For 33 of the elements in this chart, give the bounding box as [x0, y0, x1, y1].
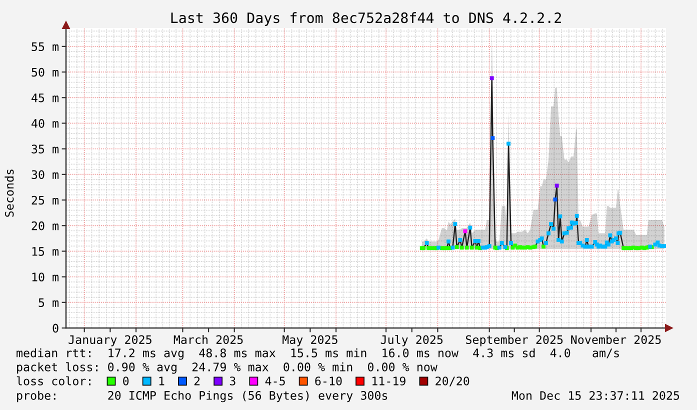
legend-label: 0: [123, 376, 129, 386]
x-tick-label: September 2025: [466, 335, 563, 346]
y-tick-label: 50 m: [32, 68, 58, 77]
legend-label: 20/20: [436, 376, 470, 386]
legend-label: 4-5: [265, 376, 285, 386]
y-axis-title: Seconds: [4, 170, 14, 217]
y-tick-label: 15 m: [32, 247, 58, 256]
text: Mon Dec 15 23:37:11 2025: [512, 391, 680, 400]
legend-label: 11-19: [372, 376, 406, 386]
y-tick-label: 10 m: [32, 272, 58, 282]
x-tick-label: November 2025: [571, 335, 661, 344]
y-tick-label: 5 m: [38, 298, 58, 308]
x-tick-label: July 2025: [380, 334, 443, 346]
x-tick-label: January 2025: [68, 335, 152, 346]
text: packet loss: 0.90 % avg 24.79 % max 0.00 % min 0.00 % now: [17, 362, 438, 374]
chart-title: Last 360 Days from 8ec752a28f44 to DNS 4.2.2.2: [171, 12, 561, 26]
y-tick-label: 45 m: [32, 94, 58, 102]
legend-label: 2: [194, 376, 200, 386]
x-tick-label: March 2025: [174, 335, 243, 344]
y-tick-label: 55 m: [32, 42, 58, 52]
legend-label: 3: [230, 376, 236, 386]
text: probe: 20 ICMP Echo Pings (56 Bytes) every 300s: [17, 390, 388, 402]
legend-label: 6-10: [315, 376, 342, 386]
text: median rtt: 17.2 ms avg 48.8 ms max 15.5 ms min 16.0 ms now 4.3 ms sd 4.0 am/s: [16, 348, 619, 360]
y-tick-label: 25 m: [32, 196, 58, 205]
x-tick-label: May 2025: [282, 335, 338, 346]
legend-title: loss color:: [16, 376, 90, 386]
legend-label: 1: [159, 376, 164, 386]
y-tick-label: 30 m: [32, 170, 58, 180]
y-tick-label: 35 m: [32, 144, 58, 154]
y-tick-label: 40 m: [32, 119, 58, 128]
y-tick-label: 20 m: [32, 221, 58, 230]
y-tick-label: 0: [52, 324, 58, 333]
